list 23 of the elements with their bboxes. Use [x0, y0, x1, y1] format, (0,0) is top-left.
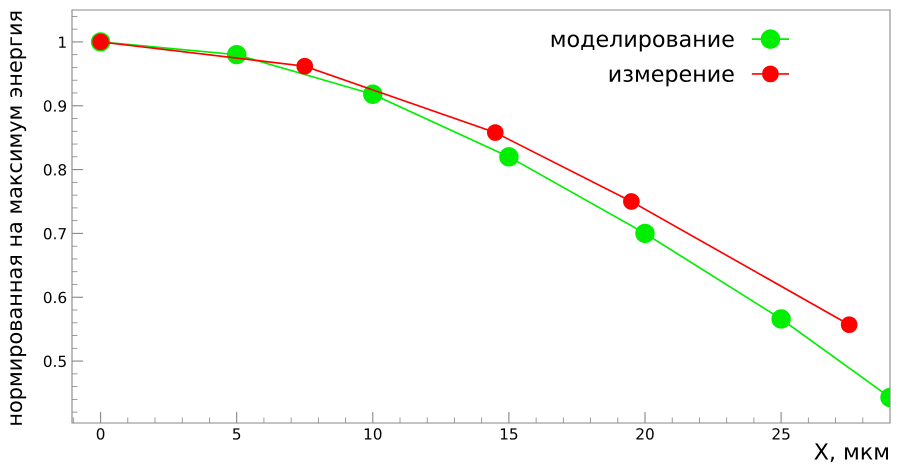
point: [840, 316, 858, 334]
x-tick-label: 10: [364, 428, 382, 440]
y-tick-label: 0.8: [44, 164, 66, 176]
point: [623, 193, 640, 210]
y-tick-label: 0.6: [44, 292, 66, 304]
point: [499, 147, 519, 167]
y-tick-label: 0.5: [44, 356, 66, 368]
point: [771, 309, 791, 329]
y-tick-label: 0.9: [44, 100, 66, 112]
y-tick-label: 1: [59, 36, 66, 48]
y-tick-label: 0.7: [44, 228, 66, 240]
x-tick-label: 15: [500, 428, 518, 440]
x-tick-label: 0: [96, 428, 104, 440]
y-axis-title: нормированная на максимум энергия: [10, 12, 26, 425]
legend-label: измерение: [610, 69, 734, 86]
point: [486, 124, 504, 141]
point: [635, 224, 655, 244]
x-tick-label: 20: [636, 428, 654, 440]
x-axis-title: X, мкм: [814, 443, 888, 462]
point: [296, 58, 314, 75]
x-tick-label: 25: [772, 428, 790, 440]
x-tick-label: 5: [233, 428, 240, 440]
legend-label: моделирование: [552, 34, 734, 52]
